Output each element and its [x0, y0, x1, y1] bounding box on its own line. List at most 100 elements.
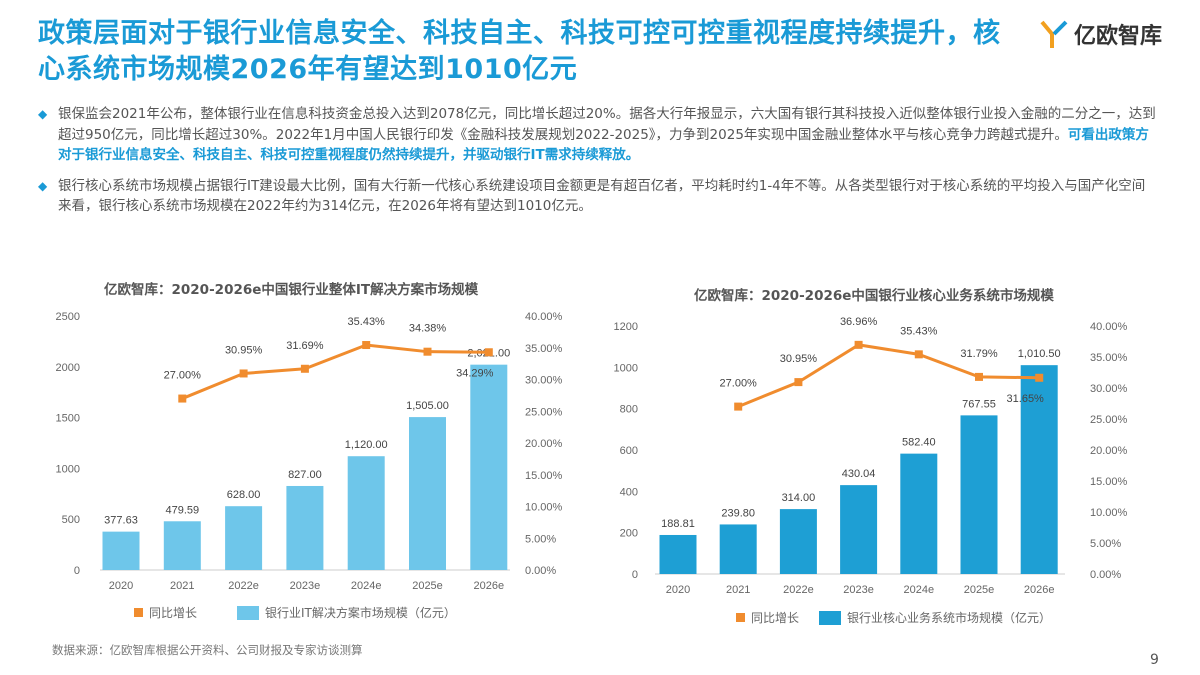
growth-value-label: 36.96% — [840, 316, 878, 328]
x-tick-label: 2023e — [843, 584, 874, 596]
bar-value-label: 314.00 — [782, 492, 816, 504]
bar — [779, 509, 817, 574]
bar — [960, 415, 998, 574]
bar — [659, 534, 697, 574]
chart2-legend: 同比增长 银行业核心业务系统市场规模（亿元） — [736, 609, 1051, 626]
x-tick-label: 2021 — [726, 584, 750, 596]
legend-bar-swatch — [237, 605, 260, 620]
chart2-title: 亿欧智库：2020-2026e中国银行业核心业务系统市场规模 — [694, 288, 1054, 304]
bar-value-label: 628.00 — [227, 489, 261, 501]
x-tick-label: 2020 — [666, 584, 690, 596]
bar-value-label: 239.80 — [721, 507, 755, 519]
bar — [102, 531, 140, 570]
bar — [719, 524, 757, 574]
growth-value-label: 31.79% — [960, 348, 998, 360]
data-source: 数据来源：亿欧智库根据公开资料、公司财报及专家访谈测算 — [52, 643, 363, 657]
y-right-tick-label: 25.00% — [525, 406, 563, 418]
y-left-tick-label: 800 — [620, 404, 638, 416]
growth-line — [737, 343, 1040, 408]
diamond-bullet-icon: ◆ — [38, 178, 48, 193]
growth-value-label: 27.00% — [164, 370, 202, 382]
y-left-tick-label: 1500 — [56, 413, 80, 425]
bar-value-label: 377.63 — [104, 515, 138, 527]
growth-point — [362, 341, 371, 350]
bar — [470, 364, 508, 570]
y-left-tick-label: 500 — [62, 514, 80, 526]
growth-value-label: 30.95% — [780, 353, 818, 365]
y-left-tick-label: 600 — [620, 445, 638, 457]
bullet-list: ◆ 银保监会2021年公布，整体银行业在信息科技资金总投入达到2078亿元，同比… — [38, 104, 1158, 227]
y-right-tick-label: 30.00% — [1090, 383, 1128, 395]
legend-label: 同比增长 — [149, 606, 198, 620]
bar — [225, 506, 263, 570]
bar — [409, 417, 446, 570]
bar — [1020, 365, 1058, 574]
legend-bar-swatch — [819, 610, 842, 625]
x-tick-label: 2024e — [904, 584, 935, 596]
y-right-tick-label: 40.00% — [525, 311, 563, 323]
x-tick-label: 2024e — [351, 580, 382, 592]
growth-line — [181, 343, 489, 400]
bar — [347, 456, 385, 570]
bullet-item: ◆ 银保监会2021年公布，整体银行业在信息科技资金总投入达到2078亿元，同比… — [38, 104, 1158, 166]
logo-text: 亿欧智库 — [1074, 24, 1163, 49]
y-left-tick-label: 2000 — [56, 362, 80, 374]
y-left-tick-label: 200 — [620, 528, 638, 540]
growth-point — [734, 402, 743, 411]
page-number: 9 — [1150, 652, 1159, 668]
bar — [840, 485, 878, 574]
legend-line-swatch — [134, 608, 143, 617]
bar-value-label: 430.04 — [842, 468, 876, 480]
bullet-highlight: 可看出政策方对于银行业信息安全、科技自主、科技可控重视程度仍然持续提升，并驱动银… — [58, 126, 1149, 164]
bar-value-label: 582.40 — [902, 437, 936, 449]
growth-value-label: 31.65% — [1007, 393, 1045, 405]
growth-value-label: 30.95% — [225, 344, 263, 356]
y-right-tick-label: 5.00% — [1090, 538, 1121, 550]
bullet-item: ◆ 银行核心系统市场规模占据银行IT建设最大比例，国有大行新一代核心系统建设项目… — [38, 176, 1158, 217]
bar-value-label: 1,010.50 — [1018, 348, 1061, 360]
growth-point — [300, 364, 309, 373]
bar — [286, 485, 324, 570]
x-tick-label: 2025e — [964, 584, 995, 596]
growth-point — [794, 378, 803, 387]
bullet-text: 银行核心系统市场规模占据银行IT建设最大比例，国有大行新一代核心系统建设项目金额… — [58, 177, 1146, 215]
y-left-tick-label: 1000 — [614, 362, 638, 374]
y-right-tick-label: 15.00% — [1090, 476, 1128, 488]
growth-point — [914, 350, 923, 359]
y-right-tick-label: 5.00% — [525, 533, 556, 545]
yiou-logo-icon — [1040, 18, 1068, 50]
y-left-tick-label: 1200 — [614, 321, 638, 333]
y-right-tick-label: 15.00% — [525, 470, 563, 482]
growth-value-label: 27.00% — [720, 378, 758, 390]
logo: 亿欧智库 — [1040, 18, 1162, 50]
legend-label: 银行业IT解决方案市场规模（亿元） — [265, 606, 456, 620]
y-right-tick-label: 35.00% — [1090, 352, 1128, 364]
bullet-text: 银保监会2021年公布，整体银行业在信息科技资金总投入达到2078亿元，同比增长… — [58, 106, 1156, 143]
bar — [900, 453, 938, 574]
bar-value-label: 188.81 — [661, 518, 695, 530]
y-right-tick-label: 35.00% — [525, 343, 563, 355]
y-right-tick-label: 0.00% — [1090, 569, 1121, 581]
x-tick-label: 2026e — [474, 580, 505, 592]
growth-point — [975, 372, 983, 381]
y-left-tick-label: 2500 — [56, 311, 80, 323]
x-tick-label: 2020 — [109, 580, 133, 592]
legend-line-swatch — [736, 613, 745, 622]
y-right-tick-label: 40.00% — [1090, 321, 1128, 333]
x-tick-label: 2025e — [412, 580, 443, 592]
y-right-tick-label: 25.00% — [1090, 414, 1128, 426]
bar-value-label: 479.59 — [165, 504, 199, 516]
y-right-tick-label: 10.00% — [1090, 507, 1128, 519]
x-tick-label: 2022e — [783, 584, 814, 596]
x-tick-label: 2026e — [1024, 584, 1055, 596]
bar-value-label: 1,120.00 — [345, 439, 388, 451]
legend-label: 银行业核心业务系统市场规模（亿元） — [847, 611, 1052, 625]
growth-value-label: 34.38% — [409, 323, 447, 335]
growth-value-label: 35.43% — [900, 325, 938, 337]
growth-point — [239, 369, 248, 378]
x-tick-label: 2021 — [170, 580, 194, 592]
chart1-legend: 同比增长 银行业IT解决方案市场规模（亿元） — [134, 604, 456, 621]
x-tick-label: 2022e — [228, 580, 259, 592]
